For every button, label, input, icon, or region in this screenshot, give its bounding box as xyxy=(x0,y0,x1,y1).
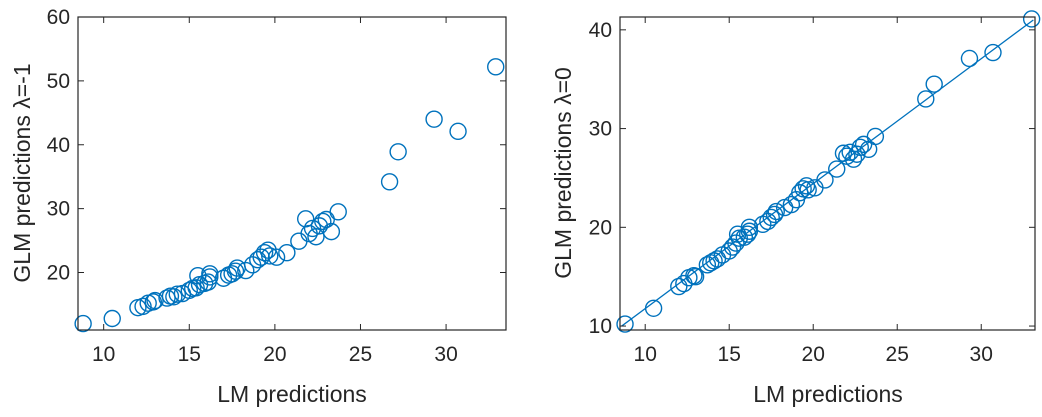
left-data-point xyxy=(249,251,267,269)
right-data-point xyxy=(1022,10,1041,28)
left-data-point xyxy=(168,285,186,303)
right-data-point xyxy=(686,267,705,286)
left-data-point xyxy=(290,232,308,250)
left-y-tick-label: 20 xyxy=(47,262,70,285)
left-data-point xyxy=(261,247,279,265)
left-x-tick-label: 25 xyxy=(349,343,372,366)
left-data-point xyxy=(255,244,274,262)
right-data-point xyxy=(767,202,785,221)
right-data-point xyxy=(738,225,757,243)
left-data-point xyxy=(310,217,329,235)
left-x-axis-label: LM predictions xyxy=(217,381,367,407)
left-data-point xyxy=(322,222,341,241)
right-data-point xyxy=(644,299,663,317)
left-x-tick-label: 20 xyxy=(263,343,286,366)
right-scatter-panel: 10 15 20 25 30 10 20 30 40 LM predictions GLM p… xyxy=(550,10,1041,407)
right-axes-frame xyxy=(619,16,1036,331)
left-data-point xyxy=(226,262,245,280)
right-y-tick-label: 40 xyxy=(589,19,612,42)
right-data-point xyxy=(984,43,1002,62)
right-data-point xyxy=(816,171,834,189)
right-data-point xyxy=(854,135,873,154)
right-data-point xyxy=(925,75,943,93)
right-data-point xyxy=(851,138,869,157)
left-y-tick-label: 50 xyxy=(47,70,70,93)
right-x-tick-label: 15 xyxy=(718,343,741,366)
left-data-point xyxy=(487,58,505,76)
left-axes-frame xyxy=(77,16,507,331)
right-x-tick-label: 30 xyxy=(970,343,993,366)
left-data-point xyxy=(201,265,219,283)
right-y-axis-label: GLM predictions λ=0 xyxy=(550,67,576,279)
left-x-tick-label: 30 xyxy=(434,343,457,366)
left-x-tick-label: 10 xyxy=(92,343,115,366)
left-y-axis-label: GLM predictions λ=-1 xyxy=(9,63,35,282)
left-data-point xyxy=(380,173,399,191)
left-data-point xyxy=(449,122,467,141)
left-data-point xyxy=(267,248,286,266)
right-data-point xyxy=(740,222,759,240)
left-data-point xyxy=(187,279,205,297)
right-x-tick-label: 10 xyxy=(634,343,657,366)
left-data-point xyxy=(307,228,325,246)
right-x-tick-label: 25 xyxy=(886,343,909,366)
right-data-point xyxy=(735,228,754,246)
left-data-point xyxy=(165,288,183,306)
left-data-point xyxy=(103,309,121,328)
left-data-point xyxy=(223,265,241,283)
left-scatter-panel: 10 15 20 25 30 20 30 40 50 60 LM predictions GLM… xyxy=(9,6,507,407)
left-y-tick-label: 40 xyxy=(47,134,70,157)
left-x-tick-label: 15 xyxy=(178,343,201,366)
left-data-point xyxy=(180,281,198,300)
left-data-point xyxy=(278,244,296,262)
right-y-tick-label: 10 xyxy=(589,315,612,338)
right-data-point xyxy=(960,49,979,68)
right-data-point xyxy=(765,205,784,224)
right-data-point xyxy=(866,127,885,146)
right-data-point xyxy=(685,266,703,285)
right-x-ticks: 10 15 20 25 30 xyxy=(634,17,993,366)
right-y-tick-label: 20 xyxy=(589,216,612,239)
right-data-point xyxy=(740,218,759,237)
left-data-point xyxy=(329,203,347,221)
left-data-point xyxy=(74,314,92,333)
left-x-ticks: 10 15 20 25 30 xyxy=(92,17,458,366)
right-data-point xyxy=(670,277,688,296)
left-data-point xyxy=(425,110,443,128)
right-y-tick-label: 30 xyxy=(589,118,612,141)
right-data-point xyxy=(616,315,634,333)
left-data-point xyxy=(314,212,332,231)
right-data-point xyxy=(834,144,853,162)
right-data-point xyxy=(828,160,846,178)
right-data-point xyxy=(762,208,780,227)
right-data-point xyxy=(708,250,727,268)
right-data-point xyxy=(799,181,817,199)
left-y-ticks: 20 30 40 50 60 xyxy=(47,6,506,285)
right-data-points xyxy=(616,10,1041,333)
right-data-point xyxy=(723,238,742,256)
right-y-ticks: 10 20 30 40 xyxy=(589,19,1035,338)
left-data-points xyxy=(74,58,505,333)
right-data-point xyxy=(917,90,935,108)
left-data-point xyxy=(134,297,152,316)
left-y-tick-label: 30 xyxy=(47,198,70,221)
right-data-point xyxy=(782,195,801,214)
left-y-tick-label: 60 xyxy=(47,6,70,29)
right-x-axis-label: LM predictions xyxy=(753,381,903,407)
left-data-point xyxy=(144,293,163,311)
left-data-point xyxy=(389,143,407,161)
left-data-point xyxy=(237,261,255,280)
right-x-tick-label: 20 xyxy=(802,343,825,366)
